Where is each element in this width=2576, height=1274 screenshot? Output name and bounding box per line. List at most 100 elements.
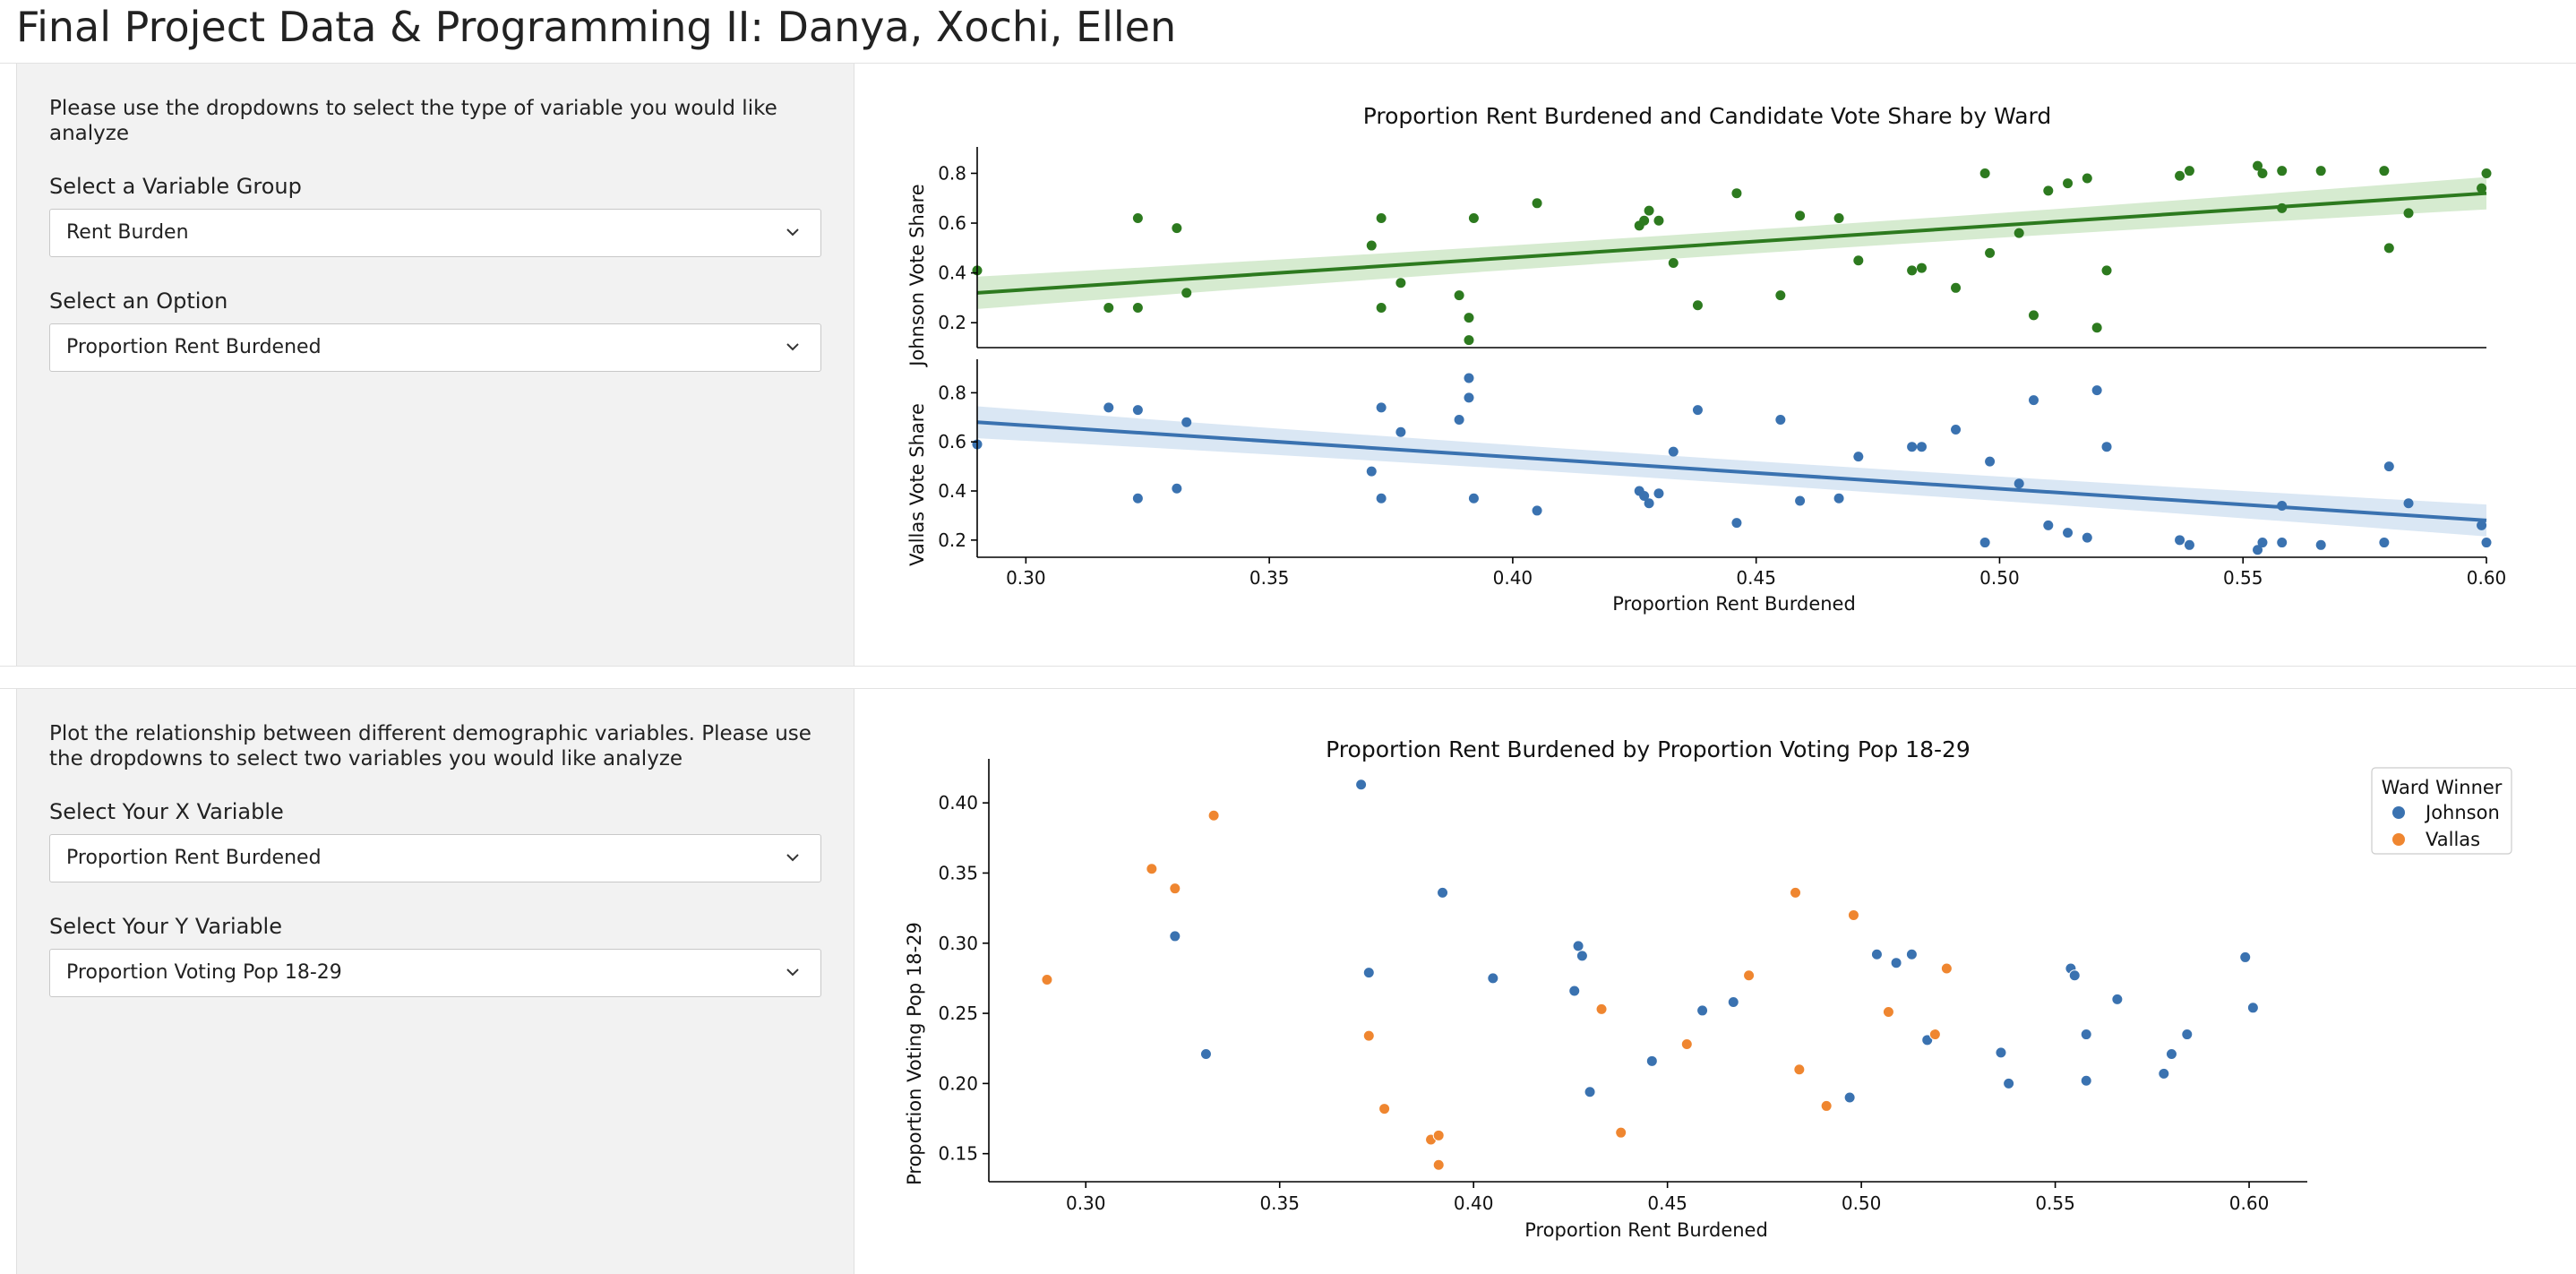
variable-group-select[interactable]: Rent Burden bbox=[49, 209, 821, 257]
y-tick-label: 0.8 bbox=[938, 382, 966, 403]
johnson-regression-line bbox=[976, 191, 2487, 295]
johnson-point bbox=[2165, 1047, 2177, 1060]
chevron-down-icon bbox=[786, 228, 799, 237]
johnson-point bbox=[1568, 985, 1581, 997]
variable-group-label: Select a Variable Group bbox=[49, 174, 302, 199]
x-variable-label: Select Your X Variable bbox=[49, 799, 284, 824]
chart2-xlabel: Proportion Rent Burdened bbox=[1524, 1219, 1768, 1241]
y-tick-label: 0.30 bbox=[938, 933, 978, 954]
johnson-point bbox=[1532, 198, 1542, 209]
johnson-point bbox=[1639, 215, 1650, 226]
y-tick-label: 0.15 bbox=[938, 1143, 978, 1165]
y-tick-label: 0.40 bbox=[938, 792, 978, 813]
johnson-point bbox=[2080, 1074, 2092, 1087]
x-tick-label: 0.30 bbox=[1006, 567, 1046, 589]
chart2-title: Proportion Rent Burdened by Proportion V… bbox=[1326, 736, 1971, 762]
johnson-point bbox=[1366, 240, 1377, 251]
johnson-point bbox=[1907, 265, 1918, 276]
johnson-point bbox=[1833, 212, 1844, 223]
x-tick-label: 0.35 bbox=[1259, 1192, 1300, 1214]
x-tick-label: 0.35 bbox=[1249, 567, 1290, 589]
option-label: Select an Option bbox=[49, 288, 228, 314]
johnson-point bbox=[1890, 957, 1902, 969]
x-tick-label: 0.45 bbox=[1736, 567, 1776, 589]
vallas-point bbox=[1172, 483, 1182, 494]
johnson-point bbox=[1843, 1091, 1856, 1104]
johnson-point bbox=[2277, 166, 2288, 176]
vallas-point bbox=[2175, 535, 2185, 546]
x-tick-label: 0.30 bbox=[1066, 1192, 1106, 1214]
vallas-point bbox=[1169, 882, 1181, 895]
vallas-point bbox=[1362, 1029, 1375, 1042]
johnson-point bbox=[2014, 228, 2024, 238]
vallas-point bbox=[1833, 493, 1844, 504]
option-value: Proportion Rent Burdened bbox=[66, 336, 322, 358]
y-variable-value: Proportion Voting Pop 18-29 bbox=[66, 961, 342, 984]
vallas-point bbox=[2477, 520, 2487, 530]
vallas-point bbox=[1639, 490, 1650, 501]
legend-johnson-marker bbox=[2392, 806, 2405, 819]
y-tick-label: 0.6 bbox=[938, 431, 966, 452]
vallas-point bbox=[1793, 1063, 1806, 1076]
option-select[interactable]: Proportion Rent Burdened bbox=[49, 323, 821, 372]
demographics-panel: Plot the relationship between different … bbox=[0, 688, 2576, 1274]
vallas-point bbox=[2481, 538, 2492, 548]
johnson-point bbox=[2383, 243, 2394, 254]
vallas-point bbox=[1615, 1126, 1627, 1139]
johnson-point bbox=[2003, 1077, 2015, 1089]
y-tick-label: 0.20 bbox=[938, 1072, 978, 1094]
johnson-point bbox=[1727, 996, 1739, 1009]
vallas-point bbox=[2043, 520, 2054, 530]
johnson-point bbox=[1103, 303, 1114, 314]
vallas-point bbox=[1532, 505, 1542, 516]
demographics-intro: Plot the relationship between different … bbox=[49, 722, 811, 770]
vallas-point bbox=[2403, 498, 2414, 509]
johnson-point bbox=[1468, 212, 1479, 223]
x-tick-label: 0.40 bbox=[1493, 567, 1533, 589]
rent-burden-intro: Please use the dropdowns to select the t… bbox=[49, 97, 777, 145]
johnson-point bbox=[1376, 303, 1387, 314]
y-tick-label: 0.4 bbox=[938, 263, 966, 284]
y-variable-select[interactable]: Proportion Voting Pop 18-29 bbox=[49, 949, 821, 997]
vallas-point bbox=[2257, 538, 2268, 548]
vallas-point bbox=[1376, 402, 1387, 413]
vallas-point bbox=[1907, 442, 1918, 452]
johnson-point bbox=[1437, 886, 1449, 899]
x-tick-label: 0.50 bbox=[1842, 1192, 1882, 1214]
variable-group-value: Rent Burden bbox=[66, 221, 189, 244]
vallas-point bbox=[2379, 538, 2390, 548]
legend-vallas-marker bbox=[2392, 833, 2405, 846]
demographics-chart: Proportion Rent Burdened by Proportion V… bbox=[904, 736, 2512, 1241]
johnson-point bbox=[2063, 178, 2074, 189]
vallas-point bbox=[1395, 426, 1406, 437]
vallas-point bbox=[1464, 373, 1474, 383]
johnson-point bbox=[1692, 300, 1703, 311]
vallas-point bbox=[1366, 466, 1377, 477]
chart1-ylabel-bottom: Vallas Vote Share bbox=[906, 403, 928, 566]
legend-vallas-label: Vallas bbox=[2426, 829, 2480, 850]
johnson-point bbox=[1464, 335, 1474, 346]
rent-burden-sidebar: Please use the dropdowns to select the t… bbox=[16, 64, 854, 666]
johnson-point bbox=[1355, 779, 1368, 791]
johnson-point bbox=[2184, 166, 2194, 176]
chart1-ylabel-top: Johnson Vote Share bbox=[906, 184, 928, 367]
app-title: Final Project Data & Programming II: Dan… bbox=[16, 3, 1177, 51]
vallas-point bbox=[1790, 886, 1802, 899]
x-variable-select[interactable]: Proportion Rent Burdened bbox=[49, 834, 821, 882]
vallas-point bbox=[1132, 405, 1143, 416]
vallas-point bbox=[1207, 809, 1220, 822]
x-tick-label: 0.55 bbox=[2223, 567, 2263, 589]
johnson-point bbox=[2379, 166, 2390, 176]
johnson-point bbox=[1181, 288, 1192, 298]
legend: Ward Winner Johnson Vallas bbox=[2371, 767, 2512, 855]
y-tick-label: 0.35 bbox=[938, 862, 978, 883]
johnson-point bbox=[1644, 205, 1654, 216]
vallas-point bbox=[1928, 1029, 1941, 1041]
vallas-point bbox=[1668, 446, 1679, 457]
johnson-point bbox=[1464, 313, 1474, 323]
vallas-point bbox=[2014, 478, 2024, 489]
johnson-point bbox=[2403, 208, 2414, 219]
vallas-point bbox=[1132, 493, 1143, 504]
johnson-point bbox=[1132, 212, 1143, 223]
vallas-point bbox=[2277, 538, 2288, 548]
